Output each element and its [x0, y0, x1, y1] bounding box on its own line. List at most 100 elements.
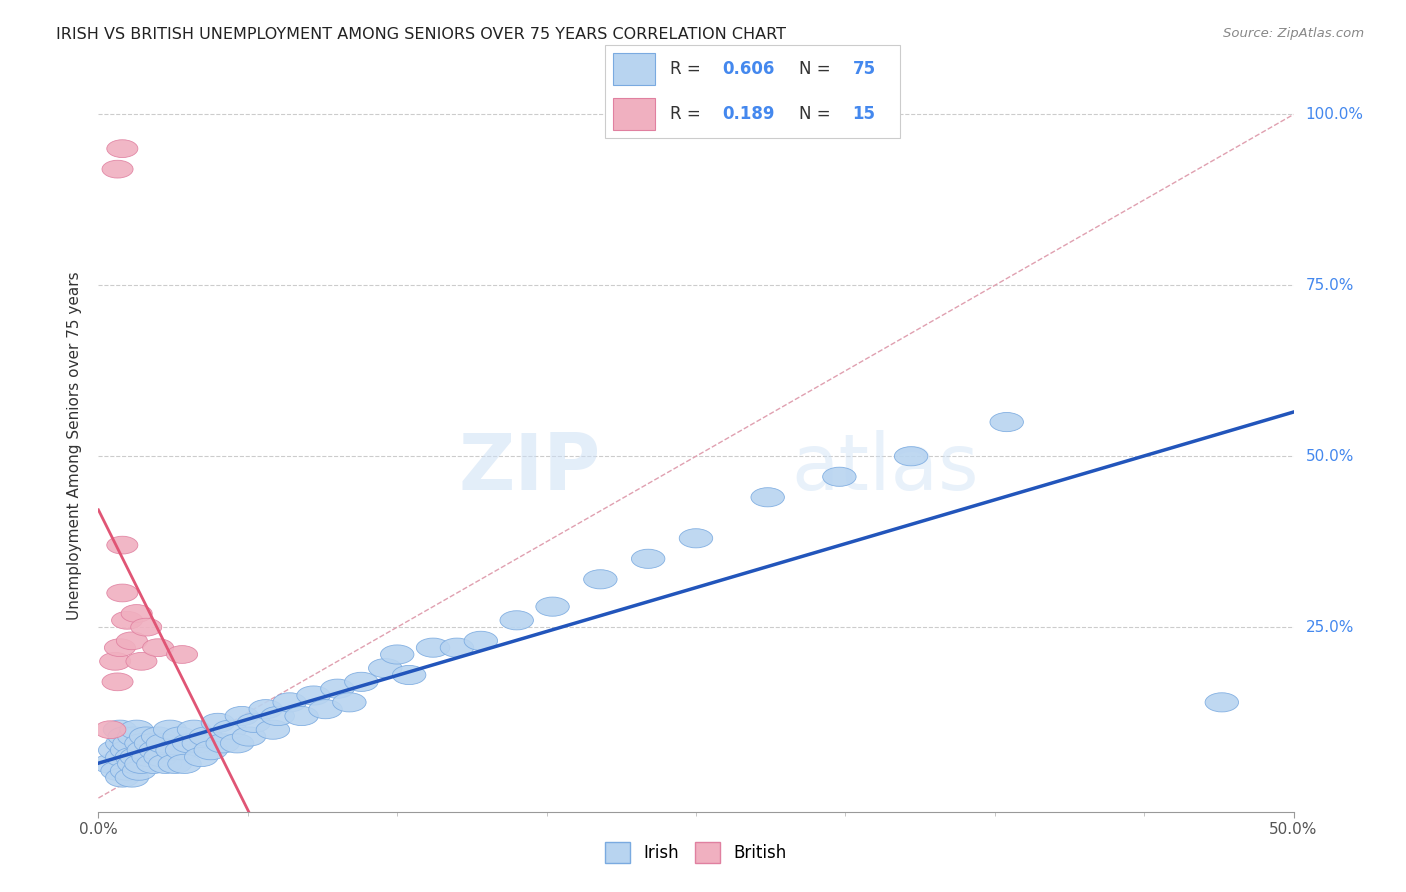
Ellipse shape	[121, 605, 152, 623]
Ellipse shape	[368, 658, 402, 678]
Ellipse shape	[118, 727, 150, 746]
Ellipse shape	[751, 488, 785, 507]
Ellipse shape	[177, 720, 211, 739]
Ellipse shape	[214, 720, 246, 739]
Ellipse shape	[232, 727, 266, 746]
Ellipse shape	[183, 734, 215, 753]
FancyBboxPatch shape	[613, 98, 655, 130]
Ellipse shape	[103, 720, 136, 739]
Ellipse shape	[173, 734, 207, 753]
Ellipse shape	[256, 720, 290, 739]
Y-axis label: Unemployment Among Seniors over 75 years: Unemployment Among Seniors over 75 years	[67, 272, 83, 620]
Ellipse shape	[894, 447, 928, 466]
Ellipse shape	[221, 734, 254, 753]
Ellipse shape	[583, 570, 617, 589]
Ellipse shape	[149, 755, 183, 773]
Ellipse shape	[100, 652, 131, 670]
Ellipse shape	[105, 768, 139, 787]
Ellipse shape	[136, 755, 170, 773]
Ellipse shape	[285, 706, 318, 725]
Ellipse shape	[122, 761, 156, 780]
Ellipse shape	[103, 673, 134, 690]
Text: 0.189: 0.189	[723, 105, 775, 123]
Ellipse shape	[166, 740, 198, 760]
Text: 75.0%: 75.0%	[1305, 277, 1354, 293]
Ellipse shape	[125, 734, 159, 753]
Ellipse shape	[118, 755, 150, 773]
Ellipse shape	[201, 714, 235, 732]
Ellipse shape	[153, 720, 187, 739]
Ellipse shape	[111, 740, 143, 760]
Text: atlas: atlas	[792, 430, 979, 506]
Legend: Irish, British: Irish, British	[598, 836, 794, 869]
Ellipse shape	[990, 412, 1024, 432]
Ellipse shape	[112, 734, 146, 753]
Ellipse shape	[142, 727, 174, 746]
Ellipse shape	[108, 727, 142, 746]
Ellipse shape	[381, 645, 413, 664]
Ellipse shape	[631, 549, 665, 568]
Text: 0.606: 0.606	[723, 60, 775, 78]
Ellipse shape	[238, 714, 270, 732]
Ellipse shape	[127, 740, 160, 760]
Ellipse shape	[344, 673, 378, 691]
Ellipse shape	[273, 693, 307, 712]
Ellipse shape	[111, 761, 143, 780]
Ellipse shape	[163, 727, 197, 746]
Ellipse shape	[416, 638, 450, 657]
Ellipse shape	[321, 679, 354, 698]
Ellipse shape	[94, 755, 127, 773]
Ellipse shape	[249, 699, 283, 719]
Ellipse shape	[501, 611, 533, 630]
Ellipse shape	[184, 747, 218, 766]
Ellipse shape	[127, 652, 157, 670]
Ellipse shape	[107, 536, 138, 554]
Ellipse shape	[1205, 693, 1239, 712]
Ellipse shape	[297, 686, 330, 705]
Ellipse shape	[333, 693, 366, 712]
Ellipse shape	[115, 747, 149, 766]
Ellipse shape	[120, 720, 153, 739]
Text: R =: R =	[669, 60, 706, 78]
Ellipse shape	[143, 747, 177, 766]
Ellipse shape	[111, 611, 142, 629]
Ellipse shape	[101, 761, 135, 780]
Ellipse shape	[679, 529, 713, 548]
Ellipse shape	[132, 747, 166, 766]
Ellipse shape	[117, 632, 148, 649]
Ellipse shape	[225, 706, 259, 725]
Ellipse shape	[142, 639, 174, 657]
Ellipse shape	[98, 740, 132, 760]
Text: ZIP: ZIP	[458, 430, 600, 506]
Ellipse shape	[392, 665, 426, 684]
Ellipse shape	[146, 734, 180, 753]
Ellipse shape	[167, 755, 201, 773]
Ellipse shape	[440, 638, 474, 657]
Ellipse shape	[105, 747, 139, 766]
Ellipse shape	[823, 467, 856, 486]
Ellipse shape	[194, 740, 228, 760]
Ellipse shape	[94, 721, 127, 739]
Ellipse shape	[156, 740, 190, 760]
FancyBboxPatch shape	[613, 53, 655, 85]
Text: 100.0%: 100.0%	[1305, 107, 1364, 122]
Text: N =: N =	[800, 105, 837, 123]
Ellipse shape	[190, 727, 222, 746]
Ellipse shape	[536, 597, 569, 616]
Text: 75: 75	[852, 60, 876, 78]
Ellipse shape	[205, 734, 239, 753]
Ellipse shape	[120, 747, 153, 766]
Ellipse shape	[125, 755, 159, 773]
Text: IRISH VS BRITISH UNEMPLOYMENT AMONG SENIORS OVER 75 YEARS CORRELATION CHART: IRISH VS BRITISH UNEMPLOYMENT AMONG SENI…	[56, 27, 786, 42]
Ellipse shape	[166, 646, 198, 664]
Ellipse shape	[129, 727, 163, 746]
Text: 25.0%: 25.0%	[1305, 620, 1354, 634]
Ellipse shape	[262, 706, 294, 725]
Text: Source: ZipAtlas.com: Source: ZipAtlas.com	[1223, 27, 1364, 40]
Ellipse shape	[104, 639, 135, 657]
Ellipse shape	[309, 699, 342, 719]
Ellipse shape	[105, 734, 139, 753]
Ellipse shape	[115, 768, 149, 787]
Text: 50.0%: 50.0%	[1305, 449, 1354, 464]
Ellipse shape	[131, 618, 162, 636]
